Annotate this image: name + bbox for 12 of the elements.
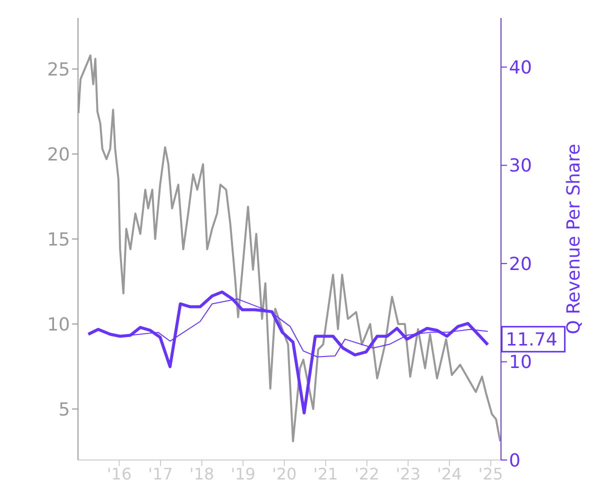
y2-axis-title: Q Revenue Per Share [563, 144, 584, 334]
y-tick-label: 25 [47, 59, 70, 80]
y2-tick-label: 30 [509, 156, 532, 177]
data-label: 11.74 [506, 330, 558, 351]
y2-tick-label: 20 [509, 254, 532, 275]
y2-tick-label: 0 [509, 450, 520, 472]
y-tick-label: 20 [47, 144, 70, 166]
y-tick-label: 10 [47, 314, 70, 336]
y2-tick-label: 10 [509, 352, 532, 374]
y-tick-label: 15 [47, 229, 70, 250]
y2-tick-label: 40 [509, 58, 532, 78]
y-tick-label: 5 [58, 399, 70, 420]
